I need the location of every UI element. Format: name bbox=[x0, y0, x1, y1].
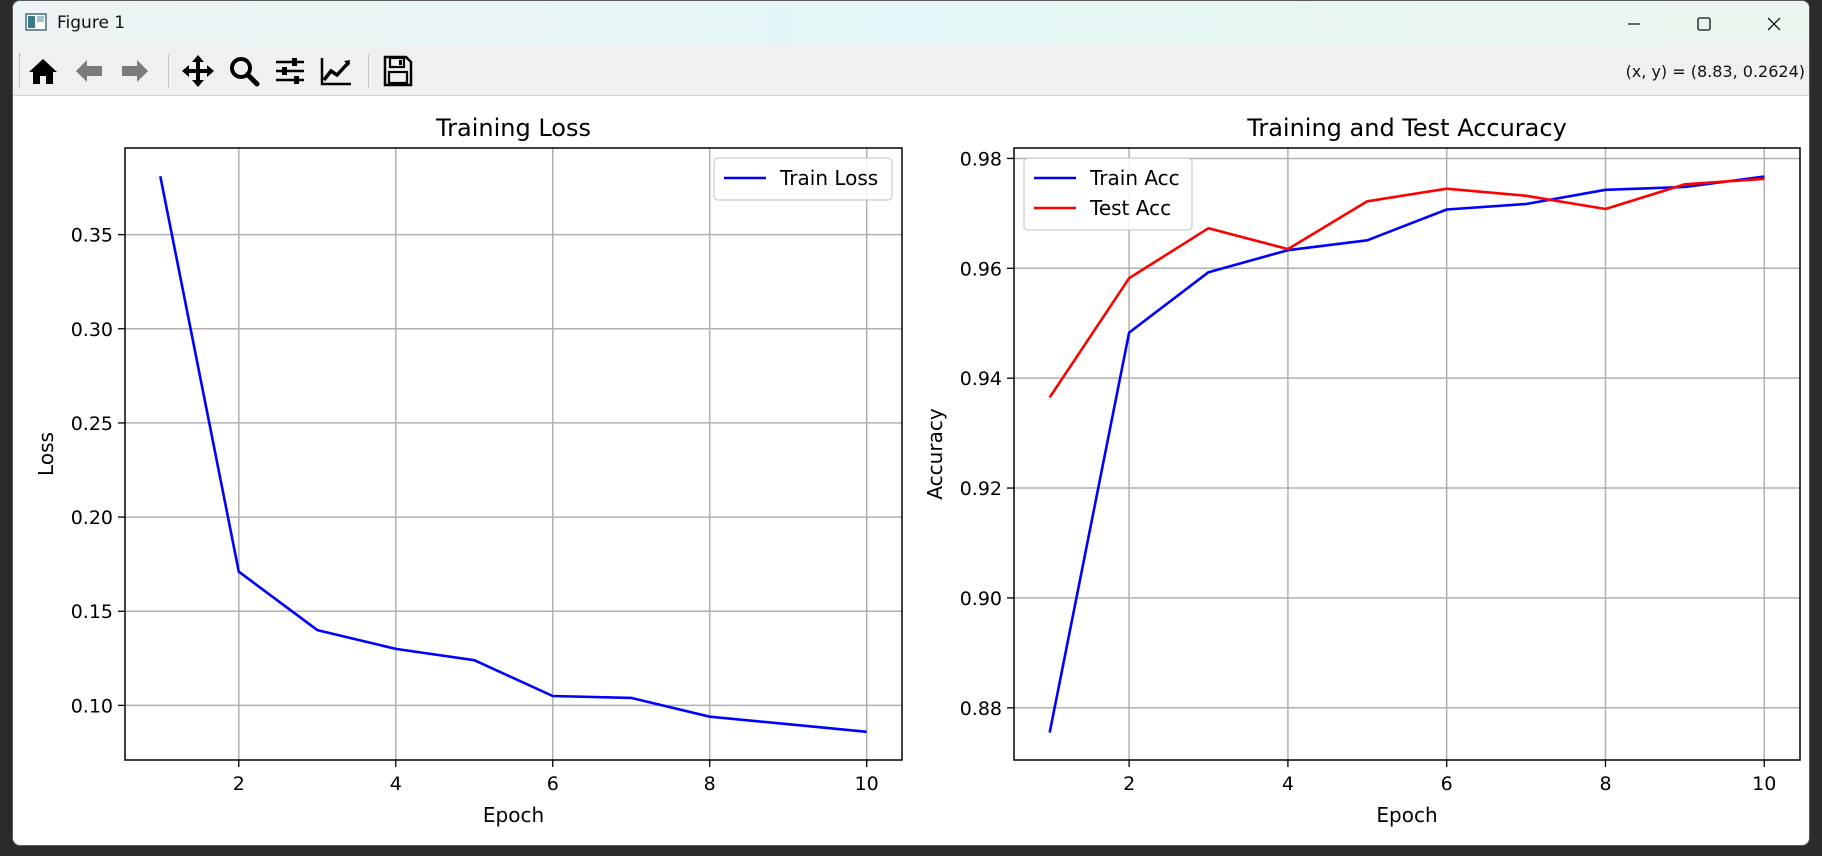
chart-1-y-tick-label: 0.20 bbox=[71, 507, 113, 529]
save-button[interactable] bbox=[378, 51, 418, 91]
pan-move-icon bbox=[182, 55, 214, 87]
chart-1-x-tick-label: 8 bbox=[704, 773, 716, 795]
chart-1-y-tick-label: 0.30 bbox=[71, 319, 113, 341]
chart-1-y-axis-label: Loss bbox=[34, 432, 58, 476]
chart-1-plot-area[interactable] bbox=[125, 148, 902, 760]
chart-2-y-tick-label: 0.88 bbox=[960, 698, 1002, 720]
chart-2-y-tick-label: 0.92 bbox=[960, 478, 1002, 500]
chart-2-x-tick-label: 6 bbox=[1441, 773, 1453, 795]
chart-1-x-tick-label: 10 bbox=[855, 773, 879, 795]
chart-1-y-tick-label: 0.25 bbox=[71, 413, 113, 435]
save-disk-icon bbox=[383, 55, 413, 87]
edit-axis-icon bbox=[320, 58, 351, 86]
chart-2-series-line-2 bbox=[1048, 177, 1765, 399]
edit-axis-button[interactable] bbox=[316, 51, 356, 91]
chart-1-x-tick-label: 4 bbox=[390, 773, 402, 795]
app-icon bbox=[25, 13, 47, 31]
back-button[interactable] bbox=[69, 51, 109, 91]
figure-plots: 2 4 6 8 10 0.10 0.15 0.20 0.25 0.30 0.35 Training L… bbox=[34, 114, 1801, 827]
chart-2-x-tick-label: 2 bbox=[1123, 773, 1135, 795]
figure-canvas[interactable]: 2 4 6 8 10 0.10 0.15 0.20 0.25 0.30 0.35 Training L… bbox=[13, 96, 1809, 845]
minimize-button[interactable] bbox=[1599, 1, 1669, 46]
chart-2-x-tick-label: 10 bbox=[1752, 773, 1776, 795]
chart-1-x-tick-label: 6 bbox=[547, 773, 559, 795]
chart-2-y-tick-label: 0.96 bbox=[960, 258, 1002, 280]
chart-1-legend-label: Train Loss bbox=[779, 166, 878, 190]
back-arrow-icon bbox=[76, 60, 102, 82]
chart-2-series-line-1 bbox=[1048, 175, 1765, 733]
forward-button[interactable] bbox=[115, 51, 155, 91]
chart-2-legend-label: Train Acc bbox=[1089, 166, 1180, 190]
forward-arrow-icon bbox=[122, 60, 148, 82]
close-icon bbox=[1767, 17, 1781, 30]
pan-button[interactable] bbox=[178, 51, 218, 91]
chart-1-x-axis-label: Epoch bbox=[483, 803, 544, 827]
chart-2-y-tick-label: 0.90 bbox=[960, 588, 1002, 610]
zoom-button[interactable] bbox=[224, 51, 264, 91]
minimize-icon bbox=[1628, 22, 1640, 25]
home-button[interactable] bbox=[23, 51, 63, 91]
chart-1-legend bbox=[713, 157, 893, 201]
chart-2-x-axis-label: Epoch bbox=[1376, 803, 1437, 827]
chart-2-y-axis-label: Accuracy bbox=[923, 408, 947, 499]
toolbar-separator bbox=[368, 54, 369, 88]
window-title: Figure 1 bbox=[57, 13, 126, 33]
cursor-coordinates-readout: (x, y) = (8.83, 0.2624) bbox=[1625, 62, 1805, 81]
title-bar[interactable]: Figure 1 bbox=[13, 1, 1809, 46]
chart-2-y-tick-label: 0.94 bbox=[960, 368, 1002, 390]
maximize-button[interactable] bbox=[1669, 1, 1739, 46]
configure-subplots-icon bbox=[276, 58, 304, 84]
chart-2-x-tick-label: 8 bbox=[1599, 773, 1611, 795]
navigation-toolbar: (x, y) = (8.83, 0.2624) bbox=[13, 46, 1809, 96]
chart-2-title: Training and Test Accuracy bbox=[1246, 114, 1567, 142]
chart-2-y-tick-label: 0.98 bbox=[960, 148, 1002, 170]
home-icon bbox=[29, 59, 57, 84]
chart-2-legend-label: Test Acc bbox=[1089, 196, 1171, 220]
chart-1-title: Training Loss bbox=[435, 114, 591, 142]
configure-subplots-button[interactable] bbox=[270, 51, 310, 91]
chart-2-x-tick-label: 4 bbox=[1282, 773, 1294, 795]
toolbar-separator bbox=[168, 54, 169, 88]
chart-1-y-tick-label: 0.35 bbox=[71, 225, 113, 247]
maximize-icon bbox=[1697, 16, 1711, 31]
chart-1-x-tick-label: 2 bbox=[233, 773, 245, 795]
chart-1-axes-frame bbox=[124, 147, 903, 761]
zoom-magnifier-icon bbox=[230, 57, 260, 87]
toolbar-grip[interactable] bbox=[19, 54, 22, 88]
chart-1-y-tick-label: 0.10 bbox=[71, 695, 113, 717]
close-button[interactable] bbox=[1739, 1, 1809, 46]
chart-2-axes-frame bbox=[1013, 147, 1801, 761]
chart-1-y-tick-label: 0.15 bbox=[71, 601, 113, 623]
figure-window: Figure 1 bbox=[12, 0, 1810, 846]
chart-1-series-line-1 bbox=[159, 175, 867, 734]
chart-2-legend bbox=[1023, 157, 1193, 231]
chart-2-plot-area[interactable] bbox=[1014, 148, 1800, 760]
